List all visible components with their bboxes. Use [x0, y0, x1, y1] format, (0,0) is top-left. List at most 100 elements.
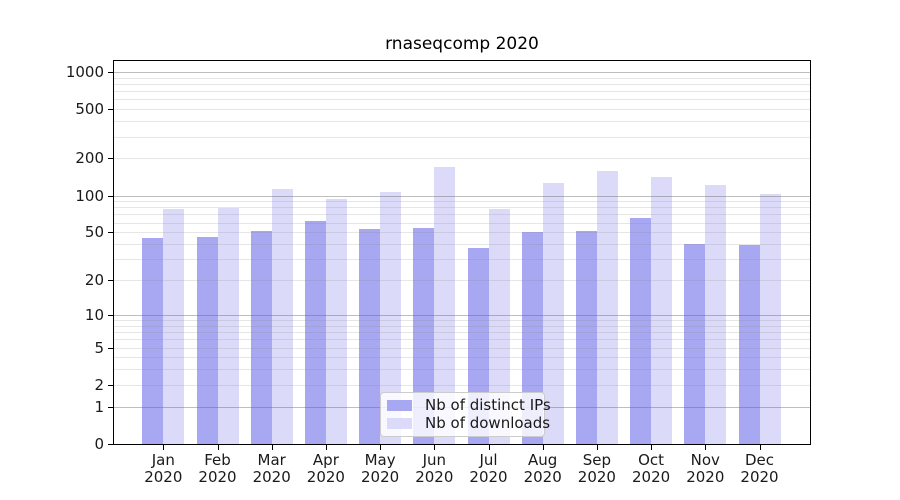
x-tick-label-oct: Oct 2020 — [632, 451, 671, 486]
gridline-minor-300 — [114, 136, 810, 138]
bar-distinct-ips-mar — [250, 231, 272, 444]
x-tick-feb — [217, 445, 219, 450]
gridline-minor-80 — [114, 207, 810, 209]
x-tick-jun — [434, 445, 436, 450]
legend-item-distinct-ips: Nb of distinct IPs — [387, 397, 551, 414]
plot-area: Nb of distinct IPs Nb of downloads — [113, 60, 811, 445]
y-tick-label-1: 1 — [94, 397, 104, 416]
gridline-minor-20 — [114, 280, 810, 281]
x-tick-label-jun: Jun 2020 — [415, 451, 454, 486]
bar-distinct-ips-sep — [575, 231, 597, 444]
x-tick-label-dec: Dec 2020 — [740, 451, 779, 486]
bar-downloads-apr — [325, 199, 347, 444]
y-tick-label-50: 50 — [84, 223, 104, 242]
legend-label-distinct-ips: Nb of distinct IPs — [425, 396, 551, 414]
y-tick-50 — [108, 232, 113, 234]
x-tick-jan — [163, 445, 165, 450]
gridline-minor-500 — [114, 109, 810, 111]
y-tick-5 — [108, 347, 113, 349]
x-tick-label-sep: Sep 2020 — [577, 451, 616, 486]
bar-downloads-feb — [217, 208, 239, 444]
y-tick-20 — [108, 280, 113, 281]
bar-distinct-ips-aug — [521, 232, 543, 444]
y-tick-label-500: 500 — [75, 100, 104, 119]
bar-distinct-ips-nov — [684, 244, 706, 444]
y-tick-100 — [108, 195, 113, 197]
bars-layer — [114, 61, 810, 444]
gridlines-layer — [114, 61, 810, 444]
bar-distinct-ips-jun — [413, 228, 435, 444]
bar-downloads-oct — [651, 176, 673, 444]
legend: Nb of distinct IPs Nb of downloads — [380, 392, 551, 437]
x-tick-label-feb: Feb 2020 — [198, 451, 237, 486]
bar-downloads-dec — [759, 194, 781, 444]
bar-downloads-mar — [271, 189, 293, 444]
y-tick-label-0: 0 — [94, 435, 104, 453]
y-tick-label-1000: 1000 — [65, 62, 104, 81]
gridline-minor-7 — [114, 332, 810, 333]
bar-downloads-jan — [163, 209, 185, 444]
gridline-major-1000 — [114, 71, 810, 73]
y-tick-2 — [108, 384, 113, 386]
x-tick-label-mar: Mar 2020 — [252, 451, 291, 486]
gridline-minor-8 — [114, 325, 810, 327]
legend-swatch-downloads — [387, 418, 412, 429]
y-tick-200 — [108, 158, 113, 160]
gridline-minor-70 — [114, 214, 810, 216]
x-tick-sep — [596, 445, 598, 450]
legend-item-downloads: Nb of downloads — [387, 415, 550, 432]
bar-distinct-ips-jan — [142, 237, 164, 444]
y-tick-label-5: 5 — [94, 338, 104, 357]
x-tick-label-apr: Apr 2020 — [306, 451, 345, 486]
x-tick-label-aug: Aug 2020 — [523, 451, 562, 486]
bar-distinct-ips-dec — [738, 245, 760, 444]
bar-downloads-sep — [596, 170, 618, 444]
gridline-minor-200 — [114, 158, 810, 160]
bar-downloads-jun — [434, 166, 456, 444]
chart-title: rnaseqcomp 2020 — [385, 34, 539, 54]
y-tick-label-20: 20 — [84, 271, 104, 289]
legend-label-downloads: Nb of downloads — [425, 414, 551, 432]
gridline-minor-700 — [114, 91, 810, 93]
bar-distinct-ips-feb — [196, 236, 218, 444]
gridline-minor-30 — [114, 259, 810, 261]
gridline-minor-90 — [114, 201, 810, 203]
gridline-minor-4 — [114, 357, 810, 359]
y-tick-1000 — [108, 71, 113, 73]
y-tick-label-2: 2 — [94, 375, 104, 394]
bar-downloads-nov — [705, 185, 727, 444]
bar-downloads-jul — [488, 208, 510, 444]
y-tick-500 — [108, 109, 113, 111]
gridline-minor-60 — [114, 222, 810, 224]
gridline-minor-9 — [114, 320, 810, 321]
y-tick-0 — [108, 444, 113, 445]
gridline-minor-6 — [114, 339, 810, 341]
bar-distinct-ips-may — [359, 229, 381, 444]
legend-swatch-distinct-ips — [387, 400, 412, 411]
x-tick-apr — [325, 445, 327, 450]
gridline-minor-800 — [114, 83, 810, 85]
bar-distinct-ips-apr — [304, 220, 326, 444]
gridline-minor-40 — [114, 244, 810, 245]
x-tick-mar — [271, 445, 273, 450]
y-tick-label-10: 10 — [84, 305, 104, 324]
y-tick-label-100: 100 — [75, 186, 104, 205]
gridline-minor-5 — [114, 347, 810, 349]
gridline-major-100 — [114, 195, 810, 197]
y-tick-1 — [108, 406, 113, 408]
x-tick-aug — [542, 445, 544, 450]
y-tick-label-200: 200 — [75, 149, 104, 168]
gridline-minor-3 — [114, 369, 810, 371]
gridline-minor-50 — [114, 232, 810, 234]
x-tick-jul — [488, 445, 490, 450]
x-tick-label-nov: Nov 2020 — [686, 451, 725, 486]
x-tick-nov — [705, 445, 707, 450]
x-tick-may — [380, 445, 382, 450]
gridline-minor-900 — [114, 77, 810, 79]
x-tick-label-jan: Jan 2020 — [144, 451, 183, 486]
gridline-minor-2 — [114, 384, 810, 386]
gridline-minor-400 — [114, 121, 810, 123]
x-tick-label-may: May 2020 — [361, 451, 400, 486]
x-tick-dec — [759, 445, 761, 450]
bar-distinct-ips-oct — [630, 218, 652, 444]
